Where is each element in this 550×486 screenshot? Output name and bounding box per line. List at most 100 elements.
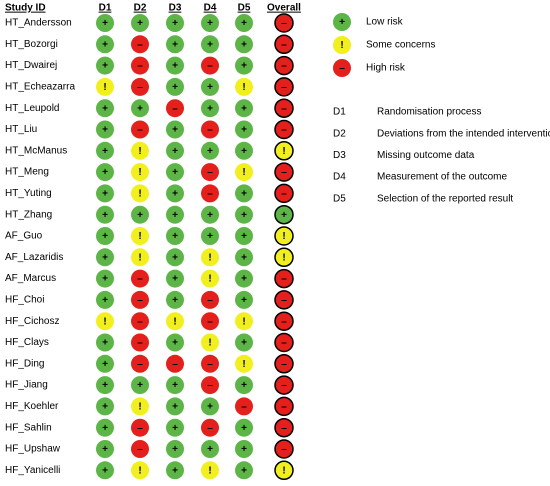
- judgment-circle: [235, 290, 253, 309]
- judgment-symbol: +: [102, 39, 108, 50]
- judgment-circle: [201, 248, 219, 267]
- judgment-circle: [274, 119, 294, 140]
- judgment-circle: [131, 14, 149, 32]
- judgment-symbol: +: [172, 125, 178, 136]
- judgment-symbol: +: [172, 210, 178, 221]
- judgment-circle: [131, 141, 149, 160]
- judgment-symbol: +: [172, 295, 178, 306]
- judgment-circle: [96, 354, 114, 373]
- judgment-circle: [131, 205, 149, 224]
- judgment-symbol: +: [207, 18, 213, 29]
- judgment-symbol: +: [241, 252, 247, 263]
- judgment-symbol: +: [172, 423, 178, 434]
- judgment-symbol: +: [241, 465, 247, 476]
- judgment-symbol: +: [102, 338, 108, 349]
- judgment-symbol: +: [102, 402, 108, 413]
- judgment-symbol: +: [137, 380, 143, 391]
- domain-header: D1: [99, 3, 112, 14]
- domain-code: D5: [333, 193, 346, 204]
- judgment-circle: [274, 162, 294, 182]
- judgment-circle: [274, 396, 294, 417]
- study-name: HT_Dwairej: [5, 60, 57, 71]
- judgment-circle: [131, 77, 149, 96]
- domain-code: D4: [333, 172, 346, 183]
- domain-label: Selection of the reported result: [377, 193, 513, 204]
- judgment-circle: [166, 418, 184, 437]
- judgment-symbol: +: [172, 61, 178, 72]
- judgment-symbol: –: [207, 359, 213, 370]
- judgment-circle: [235, 56, 253, 75]
- judgment-symbol: +: [102, 167, 108, 178]
- judgment-symbol: +: [172, 167, 178, 178]
- judgment-symbol: +: [207, 402, 213, 413]
- judgment-symbol: –: [137, 39, 143, 50]
- judgment-circle: [131, 312, 149, 331]
- domain-code: D1: [333, 107, 346, 118]
- judgment-symbol: +: [241, 61, 247, 72]
- judgment-symbol: !: [103, 316, 106, 327]
- judgment-symbol: –: [281, 167, 287, 178]
- judgment-symbol: !: [208, 465, 211, 476]
- judgment-symbol: +: [102, 61, 108, 72]
- judgment-circle: [96, 461, 114, 480]
- judgment-circle: [274, 141, 294, 161]
- judgment-circle: [274, 417, 294, 438]
- judgment-circle: [96, 35, 114, 54]
- domain-label: Randomisation process: [377, 107, 482, 118]
- judgment-symbol: –: [281, 444, 287, 455]
- judgment-symbol: +: [172, 18, 178, 29]
- judgment-symbol: –: [137, 444, 143, 455]
- study-name: AF_Marcus: [5, 273, 56, 284]
- study-name: HF_Cichosz: [5, 316, 59, 327]
- study-name: HT_Bozorgi: [5, 39, 58, 50]
- judgment-symbol: +: [241, 18, 247, 29]
- legend-label: High risk: [366, 63, 406, 74]
- judgment-circle: [235, 376, 253, 395]
- judgment-symbol: !: [242, 167, 245, 178]
- judgment-symbol: +: [207, 231, 213, 242]
- judgment-symbol: +: [102, 444, 108, 455]
- judgment-circle: [131, 354, 149, 373]
- judgment-symbol: –: [137, 125, 143, 136]
- judgment-circle: [201, 269, 219, 288]
- judgment-symbol: +: [172, 274, 178, 285]
- judgment-circle: [274, 375, 294, 395]
- judgment-circle: [131, 248, 149, 267]
- judgment-symbol: +: [102, 210, 108, 221]
- study-name: HT_Andersson: [5, 18, 72, 29]
- judgment-circle: [96, 227, 114, 245]
- judgment-circle: [166, 440, 184, 458]
- judgment-symbol: +: [207, 444, 213, 455]
- judgment-symbol: !: [242, 359, 245, 370]
- judgment-circle: [166, 227, 184, 245]
- judgment-circle: [131, 99, 149, 118]
- judgment-circle: [274, 354, 294, 374]
- judgment-circle: [235, 99, 253, 118]
- judgment-circle: [201, 14, 219, 32]
- judgment-circle: [235, 35, 253, 54]
- judgment-symbol: +: [172, 189, 178, 200]
- judgment-circle: [96, 120, 114, 139]
- judgment-symbol: –: [137, 274, 143, 285]
- judgment-symbol: !: [208, 252, 211, 263]
- judgment-circle: [131, 184, 149, 203]
- domain-code: D3: [333, 150, 346, 161]
- judgment-circle: [235, 354, 253, 373]
- judgment-circle: [274, 13, 294, 33]
- judgment-circle: [166, 354, 184, 373]
- judgment-circle: [166, 312, 184, 331]
- judgment-circle: [235, 269, 253, 288]
- judgment-symbol: –: [281, 39, 287, 50]
- judgment-circle: [201, 376, 219, 395]
- judgment-circle: [235, 120, 253, 139]
- judgment-circle: [166, 248, 184, 267]
- judgment-circle: [201, 184, 219, 203]
- judgment-circle: [131, 397, 149, 416]
- judgment-symbol: +: [102, 359, 108, 370]
- judgment-symbol: –: [172, 359, 178, 370]
- domain-label: Missing outcome data: [377, 150, 475, 161]
- judgment-circle: [235, 184, 253, 203]
- judgment-symbol: +: [241, 103, 247, 114]
- study-name: AF_Guo: [5, 231, 43, 242]
- judgment-symbol: +: [207, 103, 213, 114]
